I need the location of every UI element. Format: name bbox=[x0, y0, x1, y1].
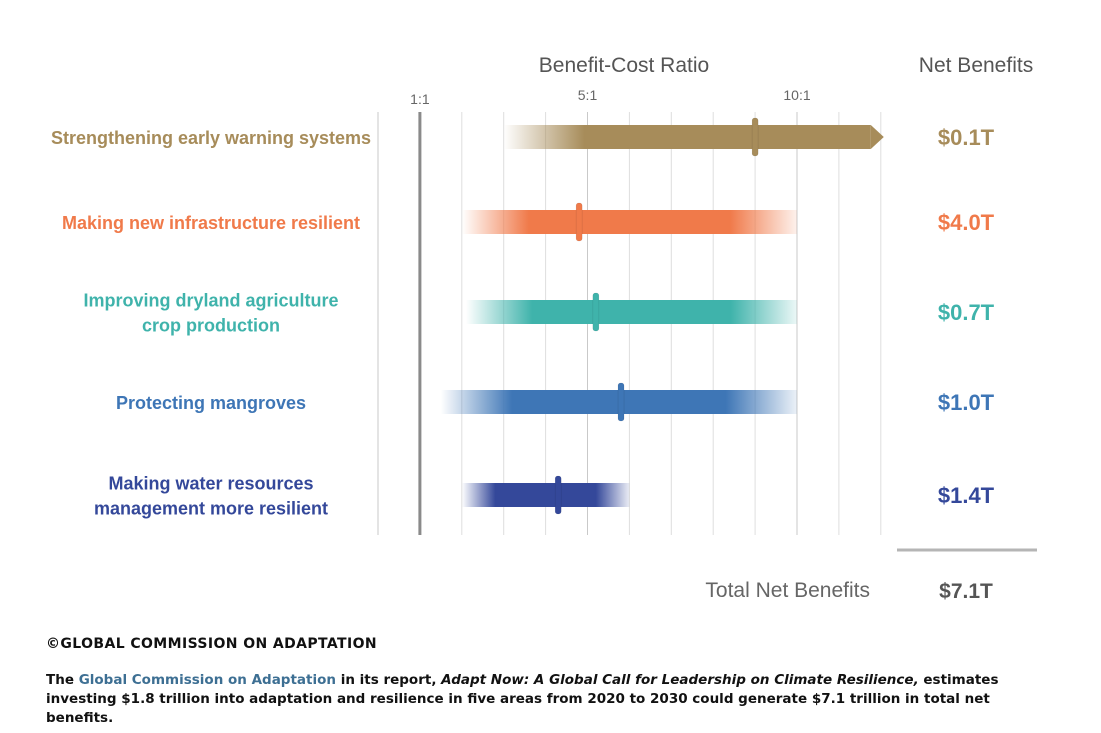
chart-svg: Benefit-Cost Ratio Net Benefits 1:1 5:1 10… bbox=[51, 54, 1037, 603]
x-axis-title: Benefit-Cost Ratio bbox=[539, 54, 709, 77]
total-value: $7.1T bbox=[939, 580, 993, 603]
total-label: Total Net Benefits bbox=[705, 579, 870, 602]
x-tick-label: 5:1 bbox=[578, 87, 598, 103]
median-marker bbox=[751, 117, 759, 157]
caption: The Global Commission on Adaptation in i… bbox=[46, 671, 1056, 728]
row-label: management more resilient bbox=[94, 499, 328, 519]
net-benefits-title: Net Benefits bbox=[919, 54, 1033, 77]
chart-rows: Strengthening early warning systems $0.1T… bbox=[51, 117, 995, 519]
net-benefit-value: $1.0T bbox=[938, 390, 995, 415]
range-arrowhead bbox=[870, 125, 884, 149]
chart-row: Improving dryland agriculture crop produc… bbox=[83, 291, 994, 336]
caption-mid: in its report, bbox=[336, 672, 442, 688]
benefit-cost-chart: Benefit-Cost Ratio Net Benefits 1:1 5:1 10… bbox=[51, 54, 1037, 603]
credit-line: ©GLOBAL COMMISSION ON ADAPTATION bbox=[46, 636, 378, 652]
row-label: Protecting mangroves bbox=[116, 393, 306, 413]
chart-row: Strengthening early warning systems $0.1T bbox=[51, 117, 995, 157]
report-title: Adapt Now: A Global Call for Leadership … bbox=[441, 672, 919, 688]
median-marker bbox=[554, 475, 562, 515]
row-label: Making new infrastructure resilient bbox=[62, 213, 360, 233]
net-benefit-value: $0.1T bbox=[938, 125, 995, 150]
row-label: crop production bbox=[142, 316, 280, 336]
range-bar bbox=[461, 210, 797, 234]
caption-suffix: estimates investing $1.8 trillion into a… bbox=[46, 672, 999, 726]
x-tick-labels: 1:1 5:1 10:1 bbox=[410, 87, 811, 107]
row-label: Strengthening early warning systems bbox=[51, 128, 371, 148]
x-tick-label: 10:1 bbox=[783, 87, 810, 103]
median-marker bbox=[575, 202, 583, 242]
net-benefit-value: $0.7T bbox=[938, 300, 995, 325]
chart-row: Making new infrastructure resilient $4.0T bbox=[62, 202, 995, 242]
caption-prefix: The bbox=[46, 672, 79, 688]
chart-row: Making water resources management more re… bbox=[94, 474, 995, 519]
chart-row: Protecting mangroves $1.0T bbox=[116, 382, 995, 422]
range-bar bbox=[461, 483, 630, 507]
row-label: Improving dryland agriculture bbox=[83, 291, 338, 311]
x-tick-label: 1:1 bbox=[410, 91, 430, 107]
commission-link[interactable]: Global Commission on Adaptation bbox=[78, 672, 336, 688]
median-marker bbox=[617, 382, 625, 422]
range-bar bbox=[503, 125, 871, 149]
median-marker bbox=[592, 292, 600, 332]
row-label: Making water resources bbox=[108, 474, 313, 494]
range-bar bbox=[465, 300, 797, 324]
net-benefit-value: $1.4T bbox=[938, 483, 995, 508]
net-benefit-value: $4.0T bbox=[938, 210, 995, 235]
